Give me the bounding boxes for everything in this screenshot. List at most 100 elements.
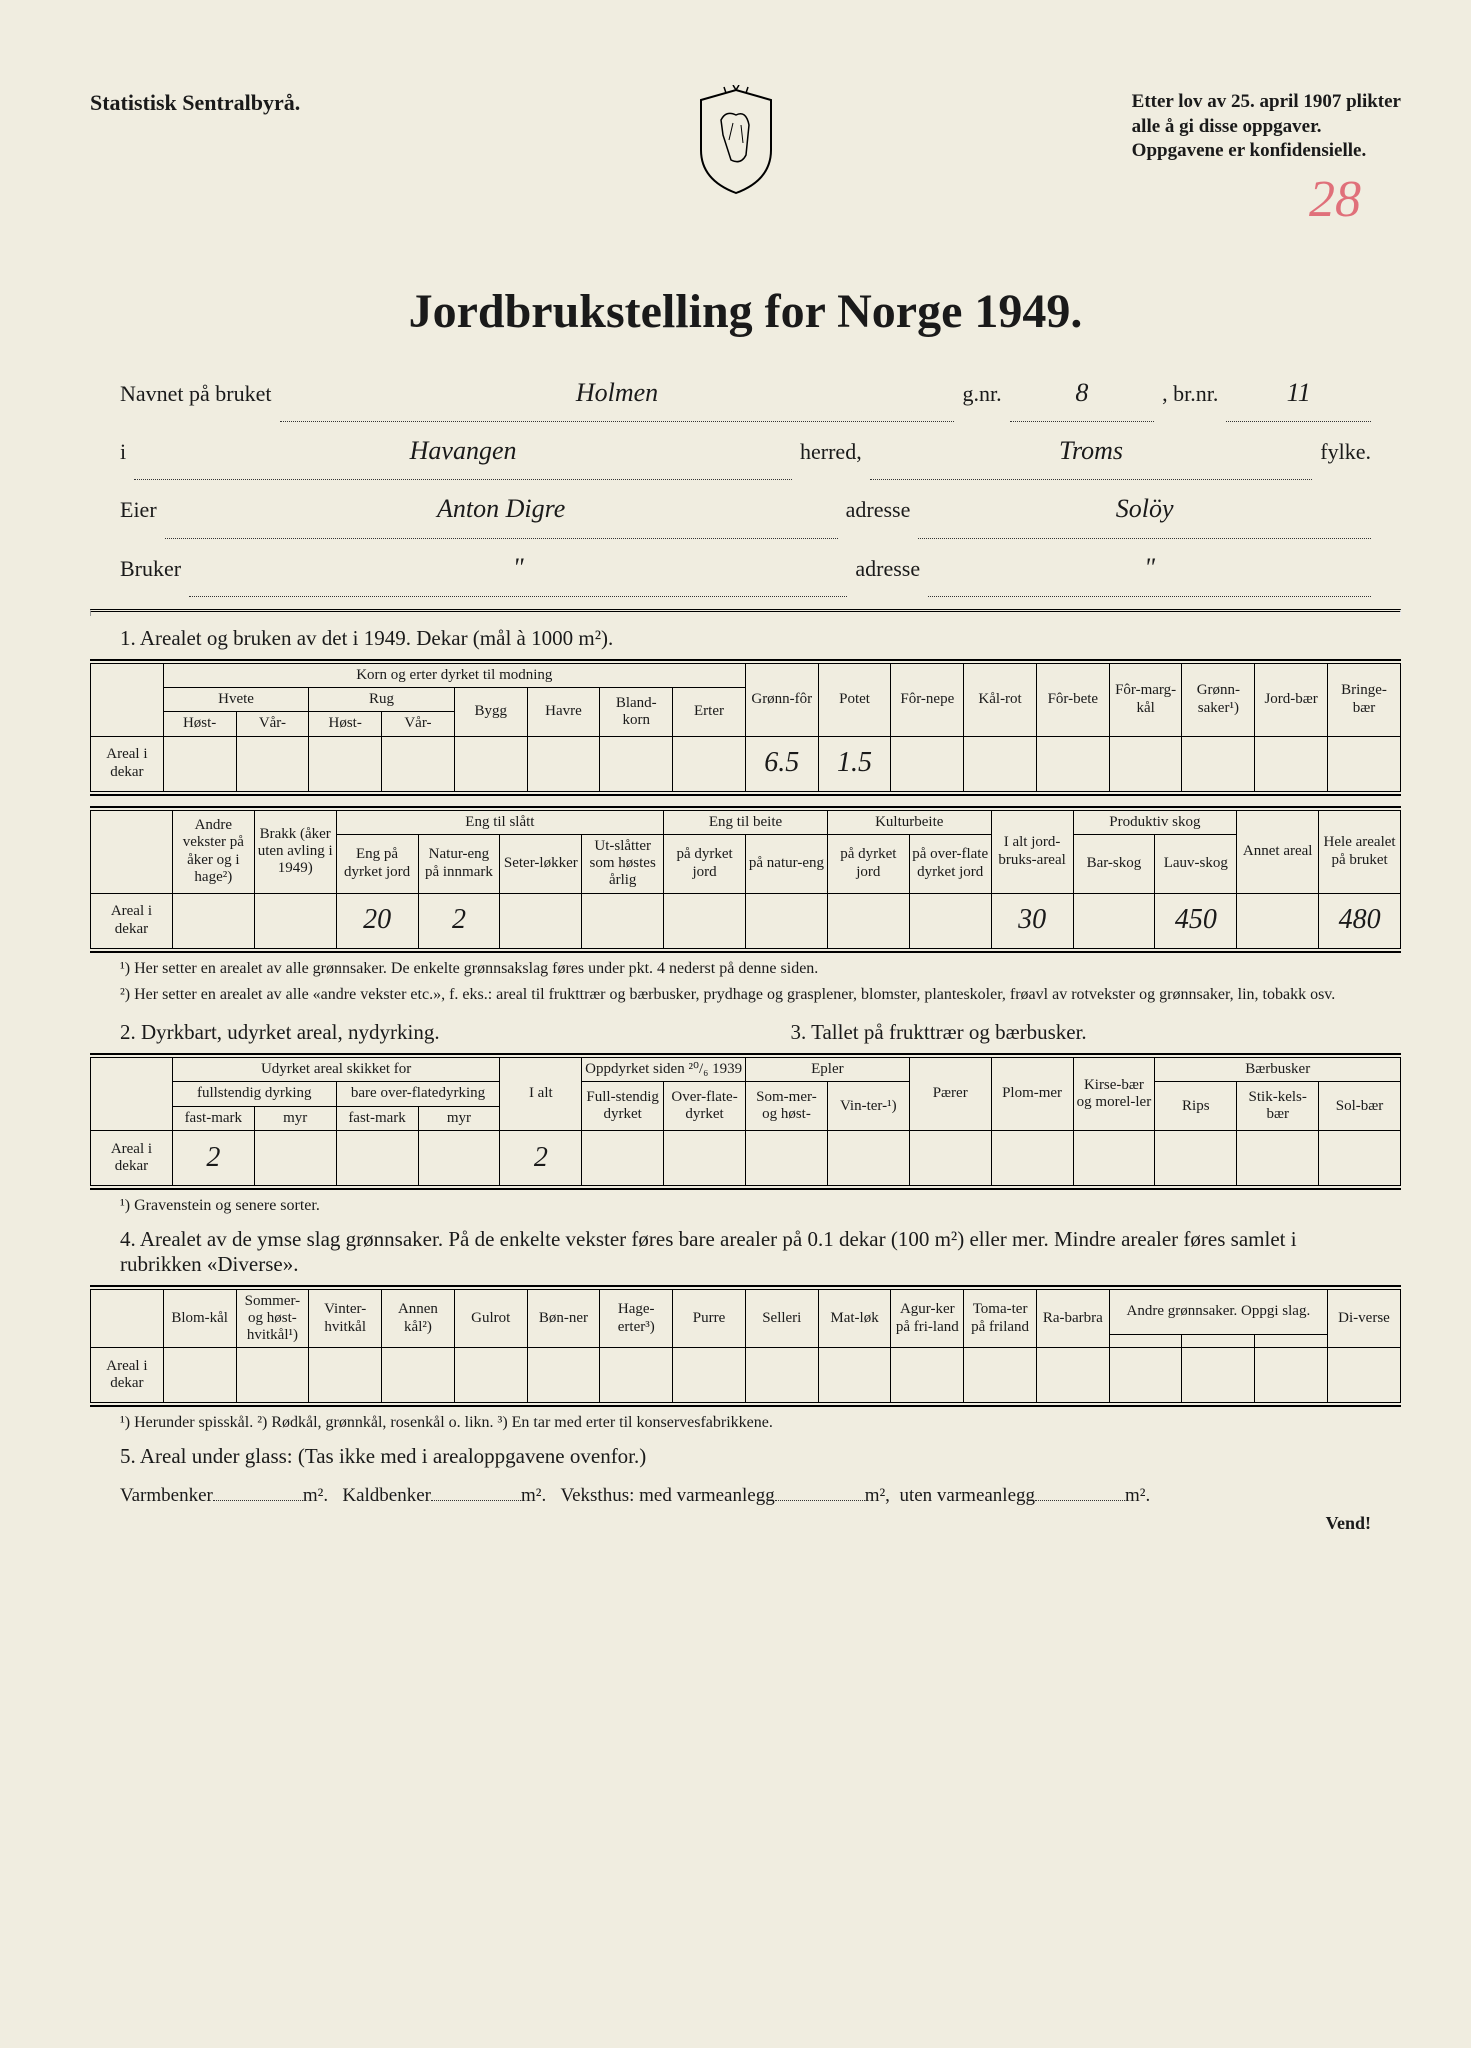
th-paerer: Pærer (909, 1058, 991, 1131)
bruker-label: Bruker (120, 545, 181, 593)
th-fastmark1: fast-mark (172, 1106, 254, 1130)
th-solbaer: Sol-bær (1319, 1082, 1401, 1131)
val-hele: 480 (1319, 893, 1401, 948)
th-bareover: bare over-flatedyrking (336, 1082, 500, 1106)
th-prodskog: Produktiv skog (1073, 810, 1237, 834)
row-label-1b: Areal i dekar (91, 893, 173, 948)
th-ialt2: I alt (500, 1058, 582, 1131)
th-andre: Andre vekster på åker og i hage²) (172, 810, 254, 893)
th-rug: Rug (309, 688, 455, 712)
varmbenker-label: Varmbenker (120, 1485, 213, 1506)
law-line3: Oppgavene er konfidensielle. (1132, 139, 1401, 164)
th-plommer: Plom-mer (991, 1058, 1073, 1131)
th-utslatter: Ut-slåtter som høstes årlig (582, 834, 664, 893)
th-diverse: Di-verse (1328, 1289, 1401, 1348)
th-paoverflate: på over-flate dyrket jord (909, 834, 991, 893)
table4-wrap: Blom-kål Sommer- og høst-hvitkål¹) Vinte… (90, 1285, 1401, 1408)
th-blandkorn: Bland-korn (600, 688, 673, 737)
th-kalrot: Kål-rot (964, 663, 1037, 736)
val-potet: 1.5 (818, 736, 891, 791)
section5-line: Varmbenkerm². Kaldbenkerm². Veksthus: me… (120, 1479, 1371, 1513)
fylke-value: Troms (870, 422, 1313, 480)
th-tomater: Toma-ter på friland (964, 1289, 1037, 1348)
table-1a: Korn og erter dyrket til modning Grønn-f… (90, 663, 1401, 792)
th-fastmark2: fast-mark (336, 1106, 418, 1130)
th-myr2: myr (418, 1106, 500, 1130)
th-oppdyrket: Oppdyrket siden ²⁰/₆ 1939 (582, 1058, 746, 1082)
th-gronnfor: Grønn-fôr (745, 663, 818, 736)
th-blomkal: Blom-kål (163, 1289, 236, 1348)
fylke-label: fylke. (1320, 428, 1371, 476)
th-rug-host: Høst- (309, 712, 382, 736)
th-erter: Erter (673, 688, 746, 737)
th-fornepe: Fôr-nepe (891, 663, 964, 736)
th-engdyrket: Eng på dyrket jord (336, 834, 418, 893)
row-label-1a: Areal i dekar (91, 736, 164, 791)
th-hele: Hele arealet på bruket (1319, 810, 1401, 893)
th-vinterhvitkal: Vinter-hvitkål (309, 1289, 382, 1348)
page-title: Jordbrukstelling for Norge 1949. (90, 284, 1401, 339)
th-rabarbra: Ra-barbra (1036, 1289, 1109, 1348)
th-stikkelsbaer: Stik-kels-bær (1237, 1082, 1319, 1131)
th-potet: Potet (818, 663, 891, 736)
eier-label: Eier (120, 486, 157, 534)
th-gronnsaker: Grønn-saker¹) (1182, 663, 1255, 736)
th-sommer: Som-mer- og høst- (746, 1082, 828, 1131)
th-andre: Andre grønnsaker. Oppgi slag. (1109, 1289, 1327, 1335)
brnr-value: 11 (1226, 364, 1371, 422)
th-bygg: Bygg (454, 688, 527, 737)
law-line2: alle å gi disse oppgaver. (1132, 115, 1401, 140)
adresse2-value: " (928, 539, 1371, 597)
section1-title: 1. Arealet og bruken av det i 1949. Deka… (120, 626, 1401, 651)
val-natureng: 2 (418, 893, 500, 948)
th-brakk: Brakk (åker uten avling i 1949) (254, 810, 336, 893)
th-padyrket1: på dyrket jord (664, 834, 746, 893)
footnote-2: ¹) Gravenstein og senere sorter. (120, 1196, 1371, 1217)
th-vinter: Vin-ter-¹) (827, 1082, 909, 1131)
th-agurker: Agur-ker på fri-land (891, 1289, 964, 1348)
navnet-value: Holmen (280, 364, 955, 422)
vend-label: Vend! (90, 1513, 1371, 1534)
th-fulldyrket: Full-stendig dyrket (582, 1082, 664, 1131)
th-myr1: myr (254, 1106, 336, 1130)
gnr-label: g.nr. (962, 370, 1001, 418)
th-purre: Purre (673, 1289, 746, 1348)
val-engdyrket: 20 (336, 893, 418, 948)
th-annet: Annet areal (1237, 810, 1319, 893)
adresse1-value: Solöy (918, 480, 1371, 538)
th-padyrket2: på dyrket jord (827, 834, 909, 893)
th-ialt: I alt jord-bruks-areal (991, 810, 1073, 893)
kaldbenker-label: Kaldbenker (342, 1485, 431, 1506)
th-jordbaer: Jord-bær (1255, 663, 1328, 736)
th-sommerhvitkal: Sommer- og høst-hvitkål¹) (236, 1289, 309, 1348)
th-bonner: Bøn-ner (527, 1289, 600, 1348)
th-engslatt: Eng til slått (336, 810, 664, 834)
adresse2-label: adresse (855, 545, 920, 593)
section4-title: 4. Arealet av de ymse slag grønnsaker. P… (120, 1227, 1371, 1277)
footnote-1-2: ²) Her setter en arealet av alle «andre … (120, 985, 1371, 1006)
th-kirsebaer: Kirse-bær og morel-ler (1073, 1058, 1155, 1131)
th-formargkal: Fôr-marg-kål (1109, 663, 1182, 736)
th-natureng: Natur-eng på innmark (418, 834, 500, 893)
table-4: Blom-kål Sommer- og høst-hvitkål¹) Vinte… (90, 1289, 1401, 1404)
th-seter: Seter-løkker (500, 834, 582, 893)
th-kulturbeite: Kulturbeite (827, 810, 991, 834)
red-page-number: 28 (1309, 170, 1361, 229)
law-note: Etter lov av 25. april 1907 plikter alle… (1132, 90, 1401, 164)
agency-name: Statistisk Sentralbyrå. (90, 90, 300, 116)
th-baerbusker: Bærbusker (1155, 1058, 1401, 1082)
th-engbeite: Eng til beite (664, 810, 828, 834)
val-ialt2: 2 (500, 1130, 582, 1185)
i-label: i (120, 428, 126, 476)
th-hvete-var: Vår- (236, 712, 309, 736)
herred-value: Havangen (134, 422, 792, 480)
row-label-23: Areal i dekar (91, 1130, 173, 1185)
footnote-4: ¹) Herunder spisskål. ²) Rødkål, grønnkå… (120, 1413, 1371, 1434)
identity-fields: Navnet på bruket Holmen g.nr. 8 , br.nr.… (90, 364, 1401, 597)
herred-label: herred, (800, 428, 862, 476)
th-matlok: Mat-løk (818, 1289, 891, 1348)
table23-wrap: Udyrket areal skikket for I alt Oppdyrke… (90, 1053, 1401, 1190)
th-forbete: Fôr-bete (1036, 663, 1109, 736)
th-gulrot: Gulrot (454, 1289, 527, 1348)
brnr-label: , br.nr. (1162, 370, 1218, 418)
